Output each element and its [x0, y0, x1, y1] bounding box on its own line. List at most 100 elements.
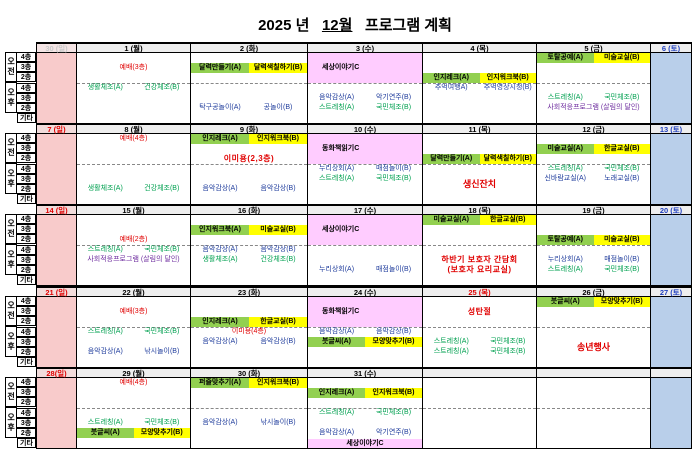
program-item[interactable]: 예배(4층)	[119, 135, 148, 142]
program-item[interactable]: 스트레칭(A)	[547, 165, 583, 172]
program-item[interactable]: 토탈공예(A)	[537, 235, 594, 245]
day-cell[interactable]: 토탈공예(A) 미술교실(B) 누리상회(A) 매점놀이(B) 스트레칭(A) 국민체조(…	[536, 215, 650, 286]
program-item[interactable]: 한글교실(B)	[479, 215, 536, 225]
program-item[interactable]: 누리상회(A)	[547, 256, 583, 263]
program-item[interactable]: 음악감상(B)	[260, 246, 296, 253]
day-cell[interactable]	[650, 53, 692, 124]
day-cell[interactable]: 미술교실(A) 한글교실(B) 하반기 보호자 간담회 (보호자 요리교실)	[422, 215, 536, 286]
day-cell[interactable]: 동화책읽기C 음악감상(A) 음악감상(B) 붓글씨(A) 모양맞추기(B)	[307, 297, 422, 368]
program-item[interactable]: 누리상회(A)	[318, 266, 355, 273]
program-item[interactable]: 스트레칭(A)	[433, 348, 469, 355]
program-item[interactable]: 음악감상(A)	[318, 94, 355, 101]
program-item[interactable]: 송년행사	[576, 342, 611, 352]
program-item[interactable]: 음악감상(A)	[87, 348, 123, 355]
day-cell[interactable]: 예배(3층) 스트레칭(A) 국민체조(B) 음악감상(A) 낚시놀이(B)	[76, 297, 190, 368]
program-item[interactable]: 스트레칭(A)	[318, 409, 355, 416]
day-cell[interactable]	[36, 134, 76, 205]
program-item[interactable]: 국민체조(B)	[604, 266, 640, 273]
program-item[interactable]: 퍼즐맞추기(A)	[191, 378, 249, 388]
program-item[interactable]: 국민체조(B)	[604, 165, 640, 172]
program-item[interactable]: 미술교실(A)	[537, 144, 594, 154]
program-item[interactable]: 노래교실(B)	[604, 175, 640, 182]
day-cell[interactable]: 인지레크(A) 한글교실(B) 이미용(4층) 음악감상(A) 음악감상(B)	[190, 297, 307, 368]
program-item[interactable]: 공놀이(B)	[263, 104, 293, 111]
day-cell[interactable]: 붓글씨(A) 모양맞추기(B) 송년행사	[536, 297, 650, 368]
program-item[interactable]: 인지레크(A)	[423, 73, 480, 83]
program-item[interactable]: 국민체조(B)	[144, 419, 180, 426]
program-item[interactable]: 누리상회(A)	[318, 165, 355, 172]
program-item[interactable]: 스트레칭(A)	[547, 94, 583, 101]
program-item[interactable]: 생활체조(A)	[202, 256, 238, 263]
program-item[interactable]: 달력색칠하기(B)	[249, 63, 307, 73]
day-cell[interactable]: 예배(4층) 생활체조(A) 건강체조(B)	[76, 134, 190, 205]
program-item[interactable]: 한글교실(B)	[593, 144, 650, 154]
program-item[interactable]: 사회적응프로그램 (살림의 달인)	[547, 104, 640, 111]
day-cell[interactable]: 세상이야기C 음악감상(A) 악기연주(B) 스트레칭(A) 국민체조(B)	[307, 53, 422, 124]
program-item[interactable]: 모양맞추기(B)	[593, 297, 650, 307]
day-cell[interactable]: 인지레크(A) 인지워크북(B) 이미용(2,3층) 음악감상(A) 음악감상(B)	[190, 134, 307, 205]
program-item[interactable]: 인지워크북(A)	[191, 225, 249, 235]
day-cell[interactable]: 세상이야기C 누리상회(A) 매점놀이(B)	[307, 215, 422, 286]
day-cell[interactable]: 토탈공예(A) 미술교실(B) 스트레칭(A) 국민체조(B) 사회적응프로그램 (살림…	[536, 53, 650, 124]
program-item[interactable]: 붓글씨(A)	[308, 337, 365, 347]
program-item[interactable]: 생활체조(A)	[87, 185, 123, 192]
program-item[interactable]: 낚시놀이(B)	[144, 348, 180, 355]
day-cell[interactable]: 동화책읽기C 누리상회(A) 매점놀이(B) 스트레칭(A) 국민체조(B)	[307, 134, 422, 205]
day-cell[interactable]	[36, 215, 76, 286]
program-item[interactable]: 붓글씨(A)	[77, 428, 134, 438]
program-item[interactable]: 국민체조(B)	[375, 175, 412, 182]
program-item[interactable]: 음악감상(A)	[202, 185, 238, 192]
program-item[interactable]: 악기연주(B)	[375, 429, 412, 436]
program-item[interactable]: 미술교실(B)	[249, 225, 307, 235]
program-item[interactable]: 예배(4층)	[119, 379, 148, 386]
program-item[interactable]: 토탈공예(A)	[537, 53, 594, 63]
program-item[interactable]: 달력색칠하기(B)	[479, 154, 536, 164]
day-cell[interactable]: 인지레크(A) 인지워크북(B) 추억여행A) 추억영상시청(B)	[422, 53, 536, 124]
program-item[interactable]: 달력만들기(A)	[423, 154, 480, 164]
day-cell[interactable]: 예배(4층) 스트레칭(A) 국민체조(B) 붓글씨(A) 모양맞추기(B)	[76, 378, 190, 449]
program-item[interactable]: 음악감상(A)	[202, 419, 238, 426]
program-item[interactable]: 국민체조(B)	[490, 338, 526, 345]
program-item[interactable]: (보호자 요리교실)	[447, 265, 512, 274]
day-cell[interactable]	[422, 378, 536, 449]
program-item[interactable]: 하반기 보호자 간담회	[441, 255, 518, 264]
program-item[interactable]: 악기연주(B)	[375, 94, 412, 101]
program-item[interactable]: 건강체조(B)	[260, 256, 296, 263]
day-cell[interactable]: 예배(3층) 생활체조(A) 건강체조(B)	[76, 53, 190, 124]
program-item[interactable]: 음악감상(A)	[202, 338, 238, 345]
program-item[interactable]: 매점놀이(B)	[604, 256, 640, 263]
day-cell[interactable]	[36, 53, 76, 124]
program-item[interactable]: 음악감상(A)	[318, 429, 355, 436]
program-item[interactable]: 국민체조(B)	[144, 246, 180, 253]
program-item[interactable]: 국민체조(B)	[375, 104, 412, 111]
program-item[interactable]: 낚시놀이(B)	[260, 419, 296, 426]
program-item[interactable]: 음악감상(B)	[260, 185, 296, 192]
program-item[interactable]: 한글교실(B)	[249, 317, 307, 327]
program-item[interactable]: 인지워크북(B)	[365, 388, 422, 398]
day-cell[interactable]: 달력만들기(A) 달력색칠하기(B) 생신잔치	[422, 134, 536, 205]
program-item[interactable]: 추억여행A)	[434, 84, 468, 91]
day-cell[interactable]: 인지워크북(A) 미술교실(B) 음악감상(A) 음악감상(B) 생활체조(A) 건강체조…	[190, 215, 307, 286]
program-item[interactable]: 사회적응프로그램 (살림의 달인)	[87, 256, 180, 263]
program-item[interactable]: 건강체조(B)	[144, 185, 180, 192]
program-item[interactable]: 인지레크(A)	[191, 134, 249, 144]
program-item[interactable]: 예배(3층)	[119, 308, 148, 315]
program-item[interactable]: 국민체조(B)	[375, 409, 412, 416]
program-item[interactable]: 음악감상(B)	[375, 328, 412, 335]
program-item[interactable]: 스트레칭(A)	[547, 266, 583, 273]
program-item[interactable]: 스트레칭(A)	[87, 419, 123, 426]
program-item[interactable]: 생신잔치	[462, 179, 497, 189]
program-item[interactable]: 미술교실(B)	[593, 235, 650, 245]
program-item[interactable]: 인지레크(A)	[308, 388, 365, 398]
program-item[interactable]: 국민체조(B)	[490, 348, 526, 355]
program-item[interactable]: 탁구공놀이(A)	[199, 104, 241, 111]
program-item[interactable]: 달력만들기(A)	[191, 63, 249, 73]
program-item[interactable]: 예배(2층)	[119, 236, 148, 243]
program-item[interactable]: 스트레칭(A)	[433, 338, 469, 345]
program-item[interactable]: 모양맞추기(B)	[133, 428, 190, 438]
program-item[interactable]: 매점놀이(B)	[375, 165, 412, 172]
program-item[interactable]: 인지워크북(B)	[479, 73, 536, 83]
day-cell[interactable]: 성탄절 스트레칭(A) 국민체조(B) 스트레칭(A) 국민체조(B)	[422, 297, 536, 368]
program-item[interactable]: 국민체조(B)	[144, 328, 180, 335]
day-cell[interactable]	[36, 378, 76, 449]
